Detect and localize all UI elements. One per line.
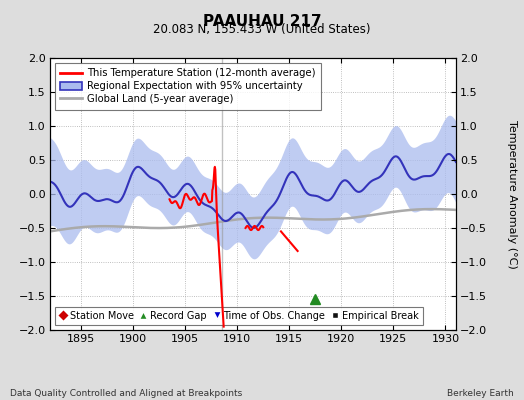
Text: PAAUHAU 217: PAAUHAU 217	[203, 14, 321, 29]
Text: Data Quality Controlled and Aligned at Breakpoints: Data Quality Controlled and Aligned at B…	[10, 389, 243, 398]
Text: Berkeley Earth: Berkeley Earth	[447, 389, 514, 398]
Legend: Station Move, Record Gap, Time of Obs. Change, Empirical Break: Station Move, Record Gap, Time of Obs. C…	[54, 307, 423, 326]
Y-axis label: Temperature Anomaly (°C): Temperature Anomaly (°C)	[507, 120, 517, 268]
Text: 20.083 N, 155.433 W (United States): 20.083 N, 155.433 W (United States)	[153, 23, 371, 36]
